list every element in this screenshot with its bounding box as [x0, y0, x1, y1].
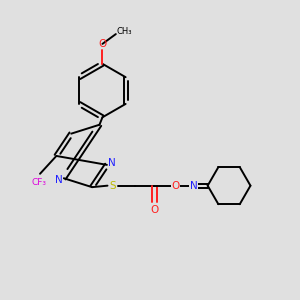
Text: S: S: [110, 181, 116, 191]
Text: N: N: [108, 158, 116, 168]
Text: CH₃: CH₃: [117, 27, 133, 36]
Text: CF₃: CF₃: [31, 178, 46, 187]
Text: O: O: [150, 205, 159, 215]
Text: O: O: [98, 39, 106, 49]
Text: N: N: [190, 181, 197, 191]
Text: O: O: [171, 181, 180, 191]
Text: N: N: [55, 175, 62, 185]
